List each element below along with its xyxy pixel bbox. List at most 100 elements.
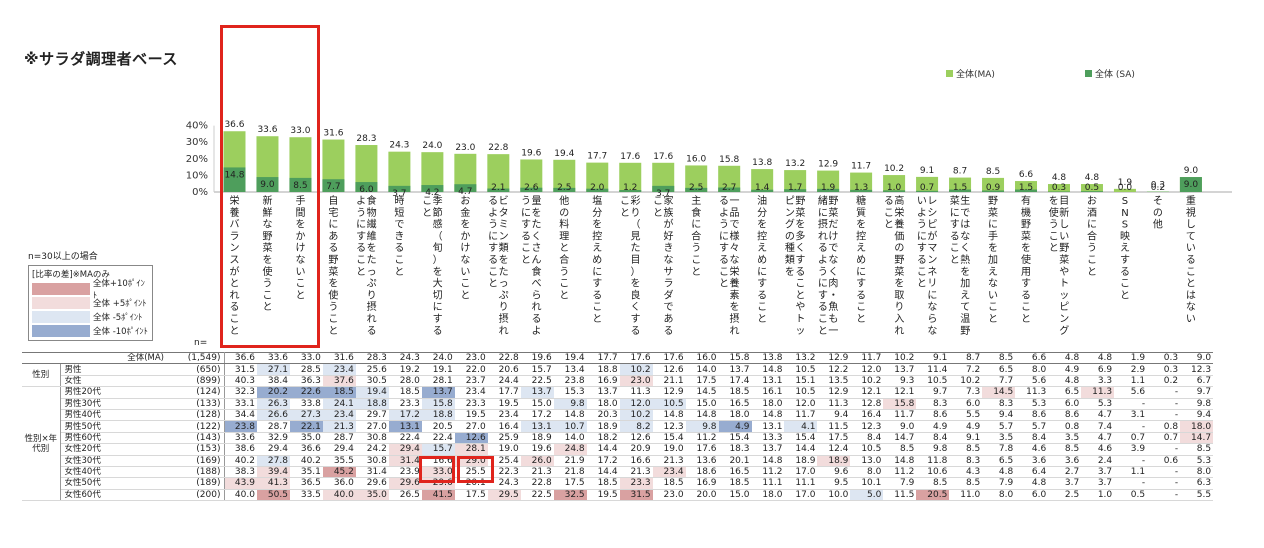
svg-text:る: る	[356, 242, 366, 254]
table-cell: 2.5	[1048, 489, 1082, 502]
svg-text:こ: こ	[620, 196, 630, 207]
bar-sa	[553, 187, 576, 192]
table-cell: 9.0	[1180, 351, 1214, 365]
svg-text:す: す	[757, 278, 767, 290]
svg-text:使: 使	[328, 288, 338, 301]
row-label: 女性	[60, 375, 170, 388]
table-cell: 33.8	[289, 398, 323, 410]
svg-text:ビ: ビ	[499, 195, 509, 207]
svg-text:控: 控	[856, 229, 866, 242]
svg-text:野: 野	[894, 254, 904, 266]
bar-sa-value: 4.2	[425, 188, 439, 198]
svg-text:肉: 肉	[828, 277, 838, 290]
svg-text:温: 温	[960, 313, 970, 325]
table-cell: 13.1	[520, 420, 554, 433]
svg-text:れ: れ	[229, 289, 239, 301]
table-cell: 5.3	[1081, 398, 1115, 410]
table-cell: 23.0	[619, 375, 653, 388]
table-cell: 13.6	[685, 455, 719, 467]
svg-text:ダ: ダ	[663, 288, 673, 301]
svg-text:リ: リ	[927, 279, 937, 290]
table-cell: 20.5	[916, 489, 950, 502]
bar-ma	[520, 159, 543, 192]
svg-text:理: 理	[559, 230, 569, 242]
bar-sa-value: 4.7	[458, 187, 472, 197]
table-cell: 4.7	[1081, 409, 1115, 422]
svg-text:れ: れ	[532, 301, 542, 313]
bar-sa-value: 1.7	[788, 183, 802, 193]
svg-text:で: で	[663, 302, 673, 313]
table-cell: 20.6	[487, 363, 521, 376]
table-cell: 4.8	[982, 466, 1016, 479]
table-cell: 13.7	[586, 386, 620, 399]
table-cell: 14.0	[553, 432, 587, 445]
bar-ma	[553, 159, 576, 192]
svg-text:に: に	[356, 219, 366, 231]
table-cell: 14.8	[751, 409, 785, 422]
svg-text:な: な	[988, 278, 998, 290]
svg-text:は: は	[1186, 289, 1196, 301]
svg-text:た: た	[532, 219, 542, 231]
svg-text:べ: べ	[532, 279, 542, 290]
table-cell: 11.1	[784, 477, 818, 490]
table-cell: 7.3	[949, 386, 983, 399]
table-cell: 24.0	[421, 351, 455, 365]
bar-ma-value: 13.2	[785, 159, 805, 169]
table-cell: 20.3	[586, 409, 620, 422]
svg-text:け: け	[460, 242, 470, 254]
cross-table: 全体(MA) (1,549) 36.6 33.6 33.0 31.6 28.3 24.3 24.…	[22, 351, 1214, 502]
table-cell: 23.7	[454, 375, 488, 388]
svg-text:が: が	[663, 218, 673, 231]
table-cell: 26.5	[388, 489, 422, 502]
svg-text:は: は	[960, 219, 970, 231]
table-cell: 18.0	[718, 409, 752, 422]
table-cell: 19.6	[520, 351, 554, 365]
diff-legend-title: [比率の差]※MAのみ	[32, 270, 110, 280]
table-cell: 17.5	[454, 489, 488, 502]
svg-text:と: と	[328, 325, 338, 337]
svg-text:宅: 宅	[328, 206, 338, 219]
svg-text:う: う	[691, 242, 701, 254]
svg-text:鮮: 鮮	[262, 206, 272, 219]
bar-sa-value: 2.5	[557, 183, 571, 193]
svg-text:る: る	[818, 242, 828, 254]
bar-sa-value: 2.1	[491, 183, 505, 193]
svg-text:す: す	[950, 219, 960, 231]
svg-text:う: う	[917, 219, 927, 231]
svg-text:う: う	[488, 219, 498, 231]
table-cell: 27.1	[256, 363, 290, 376]
svg-text:類: 類	[785, 254, 795, 266]
row-n: (189)	[170, 477, 225, 490]
table-cell: 0.3	[1147, 363, 1181, 376]
svg-text:え: え	[988, 266, 998, 278]
bar-ma-value: 19.4	[554, 149, 574, 159]
bar-sa	[619, 190, 642, 192]
table-cell: 18.5	[718, 386, 752, 399]
table-cell: 35.5	[322, 455, 356, 467]
table-cell: 10.5	[784, 386, 818, 399]
svg-text:に: に	[818, 278, 828, 290]
table-cell: 10.5	[784, 363, 818, 376]
svg-text:よ: よ	[532, 325, 542, 337]
table-cell: 12.6	[652, 363, 686, 376]
bar-sa-value: 14.8	[224, 170, 244, 180]
svg-text:養: 養	[229, 206, 239, 219]
row-label: 全体(MA)	[22, 351, 170, 365]
table-cell: 31.5	[224, 363, 257, 376]
svg-text:生: 生	[960, 194, 970, 207]
table-cell: 13.7	[883, 363, 917, 376]
svg-text:と: と	[229, 325, 239, 337]
svg-text:う: う	[559, 266, 569, 278]
table-cell: 9.4	[982, 409, 1016, 422]
svg-text:る: る	[663, 325, 673, 337]
table-cell: 8.2	[619, 420, 653, 433]
table-cell: 28.1	[421, 375, 455, 388]
table-cell: 19.6	[520, 443, 554, 456]
table-cell: 14.8	[685, 409, 719, 422]
svg-text:す: す	[719, 242, 729, 254]
table-cell: 16.6	[619, 455, 653, 467]
bar-sa	[751, 189, 774, 192]
table-cell: 4.6	[1081, 443, 1115, 456]
